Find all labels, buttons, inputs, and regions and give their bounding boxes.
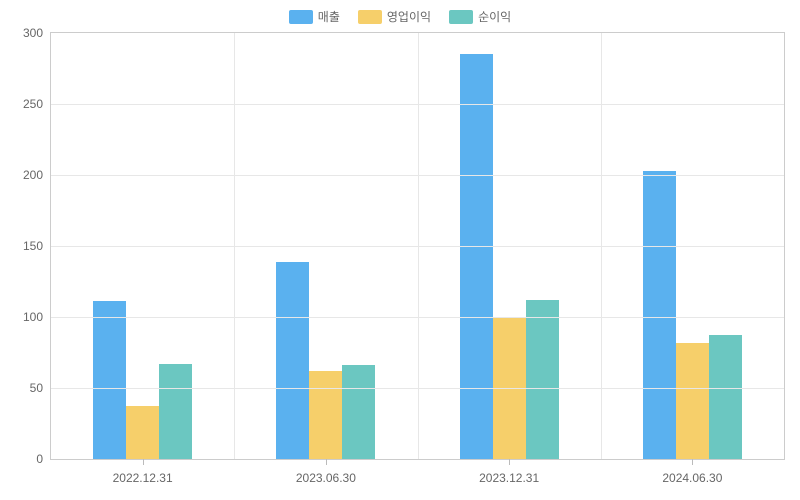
bar[interactable] <box>93 301 126 459</box>
y-axis-label: 0 <box>36 452 51 466</box>
bar[interactable] <box>643 171 676 459</box>
legend-swatch <box>449 10 473 24</box>
legend-swatch <box>289 10 313 24</box>
x-axis-label: 2023.06.30 <box>296 459 356 485</box>
legend-item[interactable]: 매출 <box>289 8 340 25</box>
bar[interactable] <box>342 365 375 459</box>
bar[interactable] <box>676 343 709 459</box>
x-axis-label: 2022.12.31 <box>113 459 173 485</box>
legend-label: 순이익 <box>478 8 511 25</box>
legend-item[interactable]: 영업이익 <box>358 8 431 25</box>
legend-item[interactable]: 순이익 <box>449 8 511 25</box>
bar-chart: 매출영업이익순이익 0501001502002503002022.12.3120… <box>0 0 800 500</box>
y-axis-label: 300 <box>23 26 51 40</box>
x-split-line <box>234 33 235 459</box>
x-split-line <box>601 33 602 459</box>
bar[interactable] <box>159 364 192 459</box>
bar[interactable] <box>526 300 559 459</box>
bar[interactable] <box>309 371 342 459</box>
y-axis-label: 250 <box>23 97 51 111</box>
x-axis-label: 2023.12.31 <box>479 459 539 485</box>
x-axis-label: 2024.06.30 <box>662 459 722 485</box>
y-axis-label: 200 <box>23 168 51 182</box>
y-axis-label: 50 <box>30 381 51 395</box>
legend: 매출 영업이익 순이익 <box>0 0 800 29</box>
bar[interactable] <box>709 335 742 459</box>
y-axis-label: 150 <box>23 239 51 253</box>
legend-label: 영업이익 <box>387 8 431 25</box>
legend-swatch <box>358 10 382 24</box>
x-split-line <box>418 33 419 459</box>
bar[interactable] <box>126 406 159 459</box>
bar[interactable] <box>276 262 309 459</box>
plot-area: 0501001502002503002022.12.312023.06.3020… <box>50 32 785 460</box>
legend-label: 매출 <box>318 8 340 25</box>
bar[interactable] <box>460 54 493 459</box>
y-axis-label: 100 <box>23 310 51 324</box>
